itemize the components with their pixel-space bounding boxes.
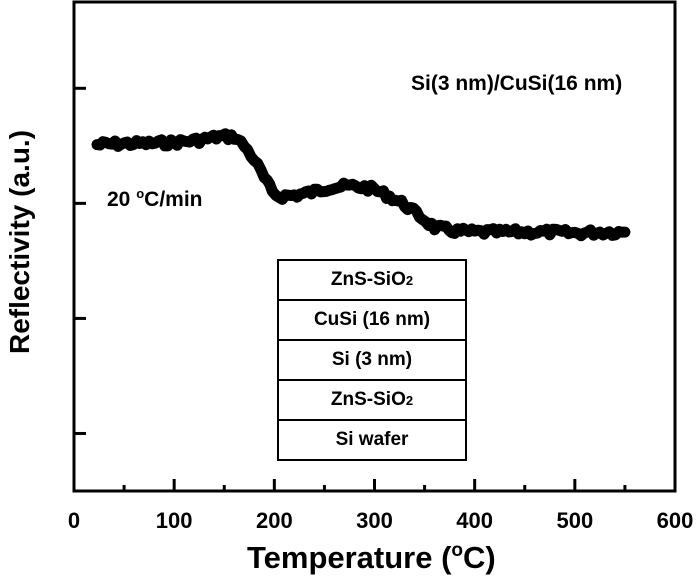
layer-bottom-zns-sio2: ZnS-SiO 2: [279, 379, 465, 419]
heating-rate-annotation: 20 oC/min: [107, 186, 203, 212]
x-axis-title-unit: C): [463, 540, 496, 575]
degree-superscript: o: [451, 540, 464, 561]
layer-label: ZnS-SiO: [330, 389, 406, 410]
layer-subscript: 2: [405, 272, 414, 288]
y-axis-ticks: [74, 86, 86, 435]
x-tick-label: 300: [356, 508, 393, 533]
layer-label: CuSi (16 nm): [313, 309, 431, 330]
layer-subscript: 2: [405, 392, 414, 408]
layer-si: Si (3 nm): [279, 339, 465, 379]
data-curve: [91, 128, 631, 242]
layer-label: Si (3 nm): [331, 349, 413, 370]
rate-degree: o: [136, 186, 145, 201]
rate-unit: C/min: [144, 188, 203, 211]
layer-si-wafer: Si wafer: [279, 419, 465, 459]
x-tick-label: 600: [657, 508, 694, 533]
x-tick-label: 0: [68, 508, 80, 533]
sample-annotation-text: Si(3 nm)/CuSi(16 nm): [411, 72, 623, 95]
sample-annotation: Si(3 nm)/CuSi(16 nm): [411, 72, 622, 96]
layer-label: ZnS-SiO: [330, 269, 406, 290]
y-axis-title-text: Reflectivity (a.u.): [4, 129, 35, 355]
x-tick-label: 500: [556, 508, 593, 533]
x-tick-label: 100: [156, 508, 193, 533]
layer-label: Si wafer: [335, 429, 409, 450]
x-axis-title: Temperature (oC): [247, 540, 496, 576]
layer-cusi: CuSi (16 nm): [279, 299, 465, 339]
layer-top-zns-sio2: ZnS-SiO 2: [279, 261, 465, 299]
x-axis-ticks: [72, 479, 677, 491]
x-tick-label: 200: [256, 508, 293, 533]
layer-stack-inset: ZnS-SiO 2 CuSi (16 nm) Si (3 nm) ZnS-SiO 2…: [277, 259, 467, 461]
reflectivity-line: [91, 128, 631, 242]
rate-value: 20: [107, 188, 137, 211]
x-tick-label: 400: [456, 508, 493, 533]
x-axis-title-text: Temperature (: [247, 540, 452, 575]
x-axis-tick-labels: 0 100 200 300 400 500 600: [68, 508, 693, 533]
y-axis-title: Reflectivity (a.u.): [4, 112, 36, 372]
